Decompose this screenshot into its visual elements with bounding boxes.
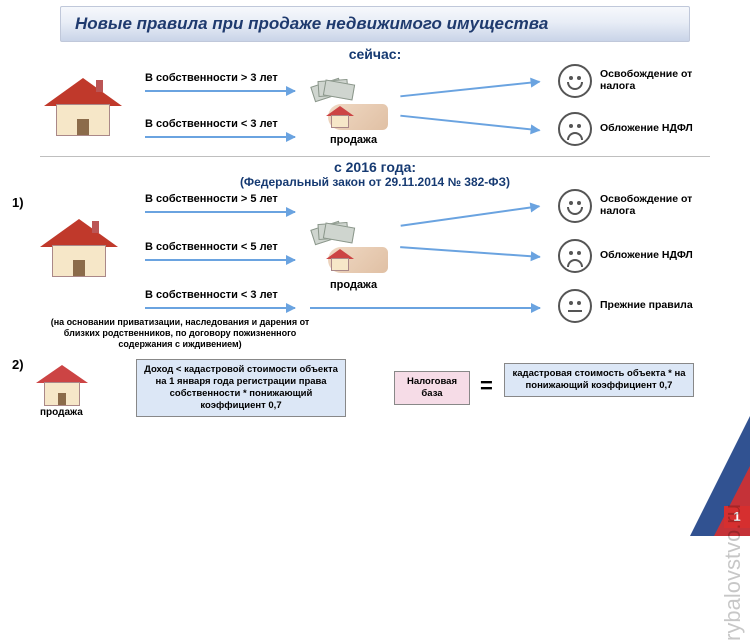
- neutral-face-icon: [558, 289, 592, 323]
- watermark: rybalovstvo.ru: [720, 504, 746, 641]
- happy-face-icon: [558, 64, 592, 98]
- now-gt3-label: В собственности > 3 лет: [145, 72, 278, 84]
- now-sale-label: продажа: [330, 134, 377, 146]
- sale-icon: [310, 80, 388, 132]
- formula-row: 2) продажа Доход < кадастровой стоимости…: [0, 355, 750, 435]
- section-now-label: сейчас:: [0, 46, 750, 62]
- arrow-icon: [145, 307, 295, 309]
- now-taxed-label: Обложение НДФЛ: [600, 122, 720, 134]
- formula-sale-label: продажа: [40, 407, 83, 418]
- y2016-lt3-label: В собственности < 3 лет: [145, 289, 278, 301]
- now-exempt-label: Освобождение от налога: [600, 68, 720, 92]
- block-arrow-icon: [354, 377, 386, 399]
- arrow-icon: [310, 307, 540, 309]
- section-2016-label: с 2016 года:: [0, 159, 750, 175]
- block-arrow-icon: [96, 377, 128, 399]
- y2016-prev-label: Прежние правила: [600, 299, 720, 311]
- cadastral-box: кадастровая стоимость объекта * на пониж…: [504, 363, 694, 397]
- arrow-icon: [400, 81, 539, 98]
- house-icon: [48, 78, 118, 136]
- y2016-row: 1) В собственности > 5 лет В собственнос…: [0, 189, 750, 349]
- y2016-exempt-label: Освобождение от налога: [600, 193, 720, 217]
- now-lt3-label: В собственности < 3 лет: [145, 118, 278, 130]
- arrow-icon: [400, 246, 540, 258]
- equals-sign: =: [480, 373, 493, 399]
- page-title: Новые правила при продаже недвижимого им…: [60, 6, 690, 42]
- arrow-icon: [145, 211, 295, 213]
- sad-face-icon: [558, 239, 592, 273]
- marker-2: 2): [12, 357, 24, 372]
- income-box: Доход < кадастровой стоимости объекта на…: [136, 359, 346, 417]
- happy-face-icon: [558, 189, 592, 223]
- divider: [40, 156, 710, 157]
- law-ref: (Федеральный закон от 29.11.2014 № 382-Ф…: [0, 175, 750, 189]
- sad-face-icon: [558, 112, 592, 146]
- arrow-icon: [145, 90, 295, 92]
- y2016-sale-label: продажа: [330, 279, 377, 291]
- marker-1: 1): [12, 195, 24, 210]
- arrow-icon: [145, 259, 295, 261]
- house-icon: [44, 219, 114, 277]
- arrow-icon: [145, 136, 295, 138]
- arrow-icon: [401, 205, 540, 226]
- y2016-taxed-label: Обложение НДФЛ: [600, 249, 720, 261]
- now-row: В собственности > 3 лет В собственности …: [0, 62, 750, 152]
- y2016-gt5-label: В собственности > 5 лет: [145, 193, 278, 205]
- y2016-footnote: (на основании приватизации, наследования…: [40, 317, 320, 349]
- tax-base-box: Налоговая база: [394, 371, 470, 405]
- y2016-lt5-label: В собственности < 5 лет: [145, 241, 278, 253]
- arrow-icon: [400, 115, 539, 132]
- sale-icon: [310, 223, 388, 275]
- house-icon: [38, 365, 86, 407]
